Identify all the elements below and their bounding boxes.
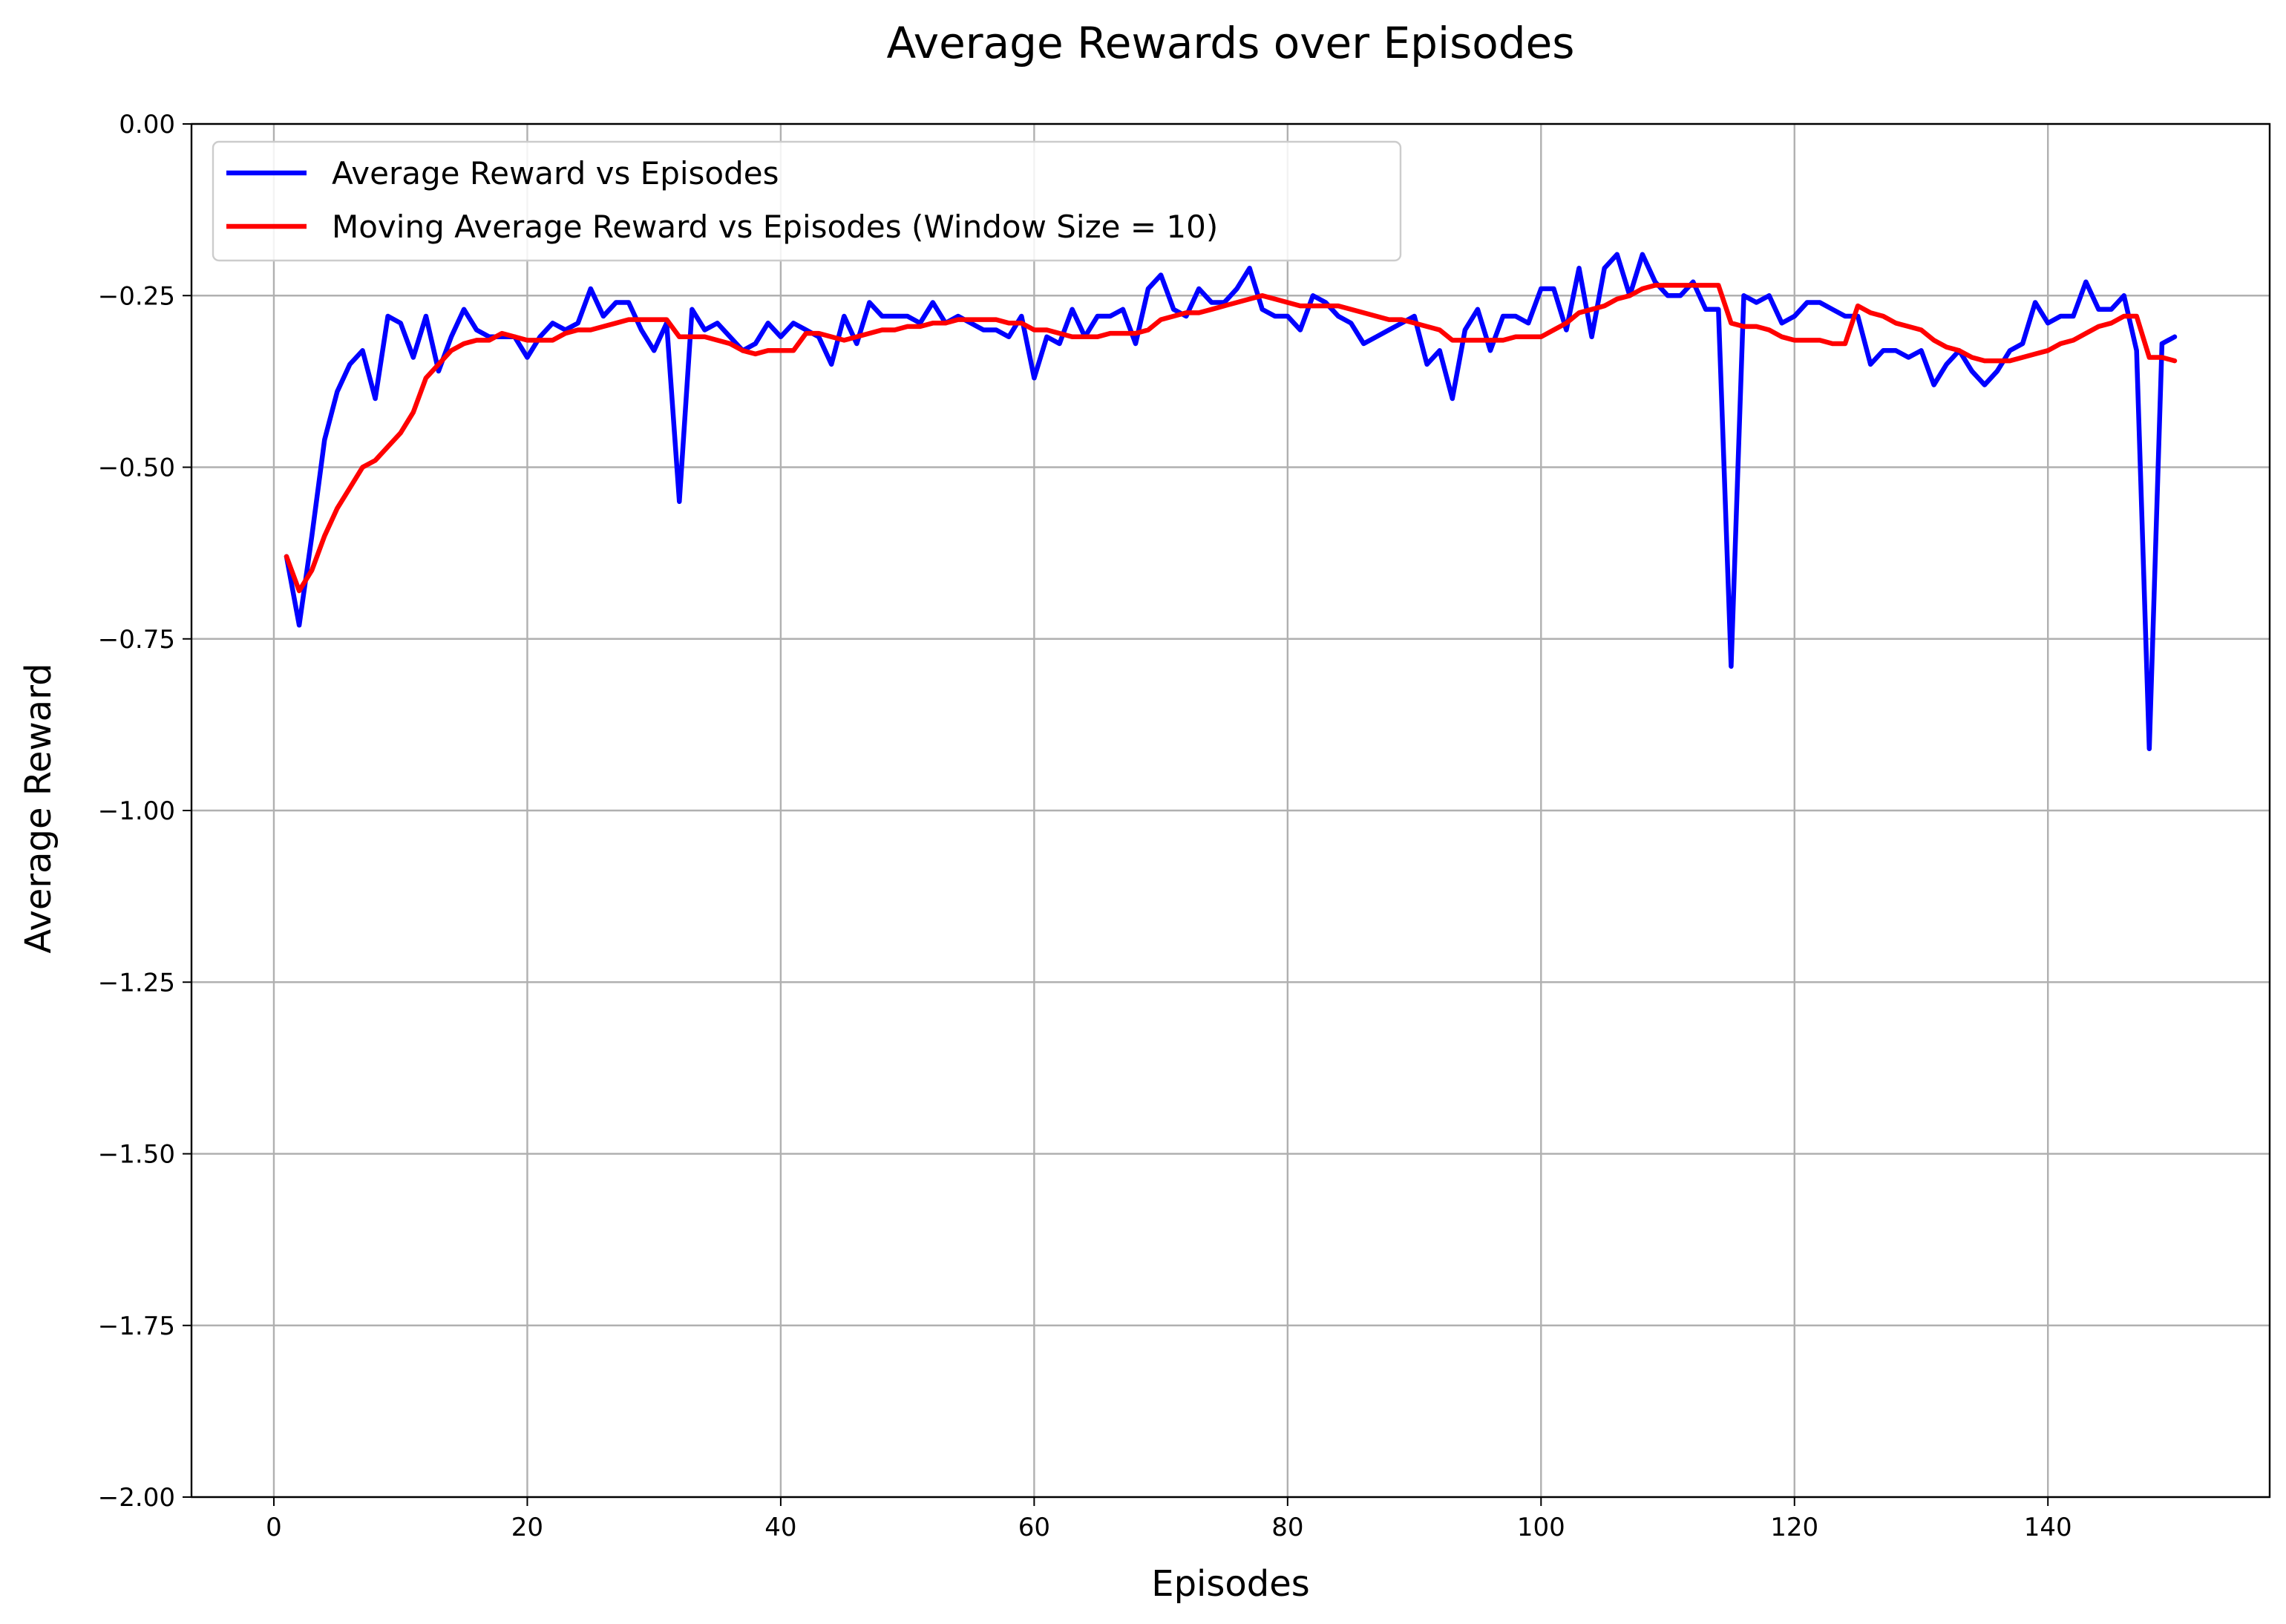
x-tick-label: 100 <box>1517 1513 1565 1542</box>
y-tick-label: −0.50 <box>98 454 175 483</box>
y-tick-label: −2.00 <box>98 1483 175 1513</box>
series-layer <box>284 252 2178 752</box>
y-tick-label: −1.75 <box>98 1312 175 1341</box>
series-line-1 <box>284 252 2178 752</box>
legend-box <box>212 140 1402 262</box>
y-axis-label: Average Reward <box>18 663 59 953</box>
legend-label-1: Average Reward vs Episodes <box>332 155 779 191</box>
x-tick-label: 140 <box>2024 1513 2072 1542</box>
ticks: 0 20 40 60 80 100 120 140 0.00 −0.25 −0.50 −0.75 −1.… <box>98 110 2072 1542</box>
x-tick-label: 120 <box>1770 1513 1818 1542</box>
x-tick-label: 80 <box>1271 1513 1303 1542</box>
series-line-2 <box>284 283 2178 594</box>
chart-title: Average Rewards over Episodes <box>886 18 1574 68</box>
y-tick-label: −0.75 <box>98 625 175 655</box>
x-tick-label: 0 <box>266 1513 282 1542</box>
x-axis-label: Episodes <box>1151 1563 1310 1605</box>
x-tick-label: 40 <box>764 1513 796 1542</box>
y-tick-label: −0.25 <box>98 281 175 311</box>
x-tick-label: 60 <box>1018 1513 1050 1542</box>
legend-label-2: Moving Average Reward vs Episodes (Windo… <box>332 209 1218 245</box>
y-tick-label: −1.50 <box>98 1140 175 1170</box>
y-tick-label: −1.00 <box>98 796 175 826</box>
legend: Average Reward vs Episodes Moving Average… <box>212 140 1402 262</box>
y-tick-label: −1.25 <box>98 968 175 998</box>
y-tick-label: 0.00 <box>119 110 175 140</box>
x-tick-label: 20 <box>511 1513 543 1542</box>
